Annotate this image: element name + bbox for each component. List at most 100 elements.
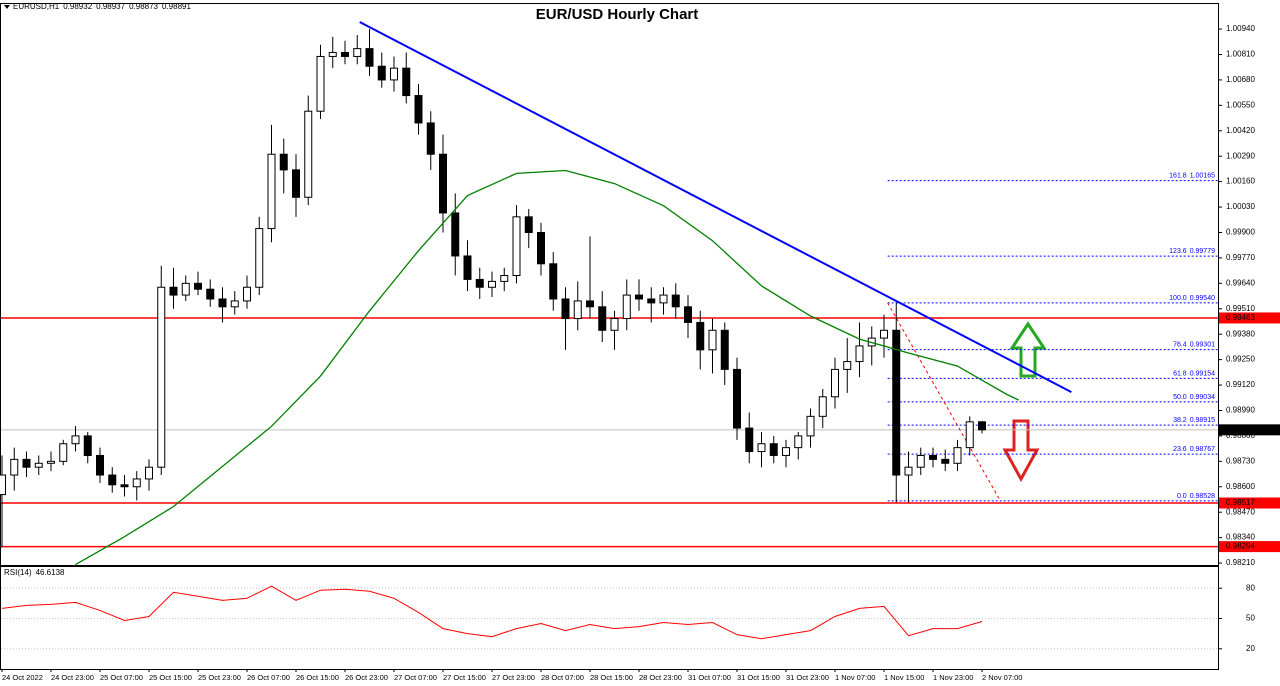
candle-body <box>377 65 386 81</box>
candle-body <box>157 286 166 468</box>
candle-body <box>573 300 582 320</box>
candle-body <box>414 95 423 124</box>
candle-body <box>647 298 656 304</box>
y-tick-label: 1.00550 <box>1226 100 1255 109</box>
candle-body <box>22 458 31 468</box>
x-tick-label: 1 Nov 15:00 <box>884 673 924 682</box>
candle-body <box>132 478 141 488</box>
y-tick-label: 1.00680 <box>1226 75 1255 84</box>
candle-body <box>561 298 570 320</box>
x-tick-label: 31 Oct 15:00 <box>737 673 780 682</box>
candle-body <box>365 48 374 67</box>
x-tick-label: 27 Oct 23:00 <box>492 673 535 682</box>
candle-body <box>586 300 594 308</box>
y-tick-label: 0.98470 <box>1226 507 1255 516</box>
fib-price: 0.99154 <box>1190 370 1215 377</box>
candle-body <box>463 255 472 280</box>
candle-body <box>206 288 215 300</box>
y-tick-label: 0.98210 <box>1226 558 1255 567</box>
x-tick-label: 25 Oct 15:00 <box>149 673 192 682</box>
candle-body <box>965 421 974 449</box>
fib-label: 0.0 0.98528 <box>1177 493 1215 500</box>
candle-body <box>439 153 447 214</box>
candle-body <box>402 67 411 97</box>
y-tick-label: 0.99770 <box>1226 253 1255 262</box>
x-tick-label: 26 Oct 15:00 <box>296 673 339 682</box>
x-tick-label: 31 Oct 23:00 <box>786 673 829 682</box>
fib-ratio: 76.4 <box>1173 341 1187 348</box>
candle-body <box>316 55 325 112</box>
current-price-box <box>1219 424 1280 436</box>
candle-body <box>610 318 619 331</box>
candle-body <box>843 361 852 370</box>
candle-body <box>230 300 239 308</box>
level-label: 0.98517 <box>1226 498 1255 507</box>
fib-price: 1.00165 <box>1190 172 1215 179</box>
candle-body <box>598 306 607 331</box>
candle-body <box>769 443 778 456</box>
main-panel <box>0 3 1219 566</box>
x-tick-label: 24 Oct 2022 <box>2 673 43 682</box>
candle-body <box>10 458 19 476</box>
menu-triangle <box>4 5 10 9</box>
fib-label: 61.8 0.99154 <box>1173 370 1215 377</box>
header-symbol: EURUSD,H1 <box>13 2 60 11</box>
fib-price: 0.98767 <box>1190 446 1215 453</box>
candle-body <box>720 329 729 370</box>
y-tick-label: 1.00810 <box>1226 50 1255 59</box>
candle-body <box>304 110 313 198</box>
candle-body <box>83 435 92 456</box>
candle-body <box>169 286 178 296</box>
y-tick-label: 0.99120 <box>1226 380 1255 389</box>
candle-body <box>757 443 766 453</box>
fib-ratio: 61.8 <box>1173 370 1187 377</box>
candle-body <box>426 122 435 155</box>
x-tick-label: 25 Oct 07:00 <box>100 673 143 682</box>
candle-body <box>34 462 43 468</box>
fib-label: 50.0 0.99034 <box>1173 394 1215 401</box>
fib-label: 23.6 0.98767 <box>1173 446 1215 453</box>
y-tick-label: 1.00030 <box>1226 202 1255 211</box>
candle-body <box>120 484 129 488</box>
candle-body <box>341 52 349 57</box>
fib-price: 0.99034 <box>1190 394 1215 401</box>
candle-body <box>733 368 741 429</box>
x-tick-label: 1 Nov 23:00 <box>933 673 973 682</box>
fib-price: 0.99301 <box>1190 341 1215 348</box>
y-tick-label: 0.98860 <box>1226 431 1255 440</box>
x-tick-label: 26 Oct 23:00 <box>345 673 388 682</box>
fib-ratio: 38.2 <box>1173 417 1187 424</box>
candle-body <box>512 216 521 277</box>
x-tick-label: 24 Oct 23:00 <box>51 673 94 682</box>
candle-body <box>831 368 839 398</box>
rsi-line <box>1 585 983 640</box>
fib-price: 0.98528 <box>1190 493 1215 500</box>
candle-body <box>71 435 80 445</box>
fib-label: 100.0 0.99540 <box>1169 295 1215 302</box>
y-tick-label: 0.99380 <box>1226 329 1255 338</box>
candle-body <box>684 306 692 323</box>
y-tick-label: 1.00420 <box>1226 126 1255 135</box>
symbol-header: EURUSD,H1 0.98932 0.98937 0.98873 0.98891 <box>13 2 191 11</box>
rsi-last: 46.6138 <box>36 568 65 577</box>
x-tick-label: 25 Oct 23:00 <box>198 673 241 682</box>
candle-body <box>794 435 803 449</box>
y-tick-label: 0.98340 <box>1226 533 1255 542</box>
y-tick-label: 0.99510 <box>1226 304 1255 313</box>
fib-ratio: 123.6 <box>1169 248 1187 255</box>
candle-body <box>500 275 509 282</box>
trendline <box>359 21 1072 393</box>
x-tick-label: 27 Oct 15:00 <box>443 673 486 682</box>
candle-body <box>181 282 190 296</box>
candle-body <box>659 294 668 304</box>
y-tick-label: 0.99250 <box>1226 355 1255 364</box>
candle-body <box>892 329 901 476</box>
candle-body <box>929 454 937 460</box>
x-tick-label: 28 Oct 23:00 <box>639 673 682 682</box>
candle-body <box>904 466 913 476</box>
chart-title: EUR/USD Hourly Chart <box>536 6 699 23</box>
fib-price: 0.99540 <box>1190 295 1215 302</box>
candle-body <box>818 396 827 417</box>
fib-price: 0.99779 <box>1190 248 1215 255</box>
y-tick-label: 1.00290 <box>1226 151 1255 160</box>
